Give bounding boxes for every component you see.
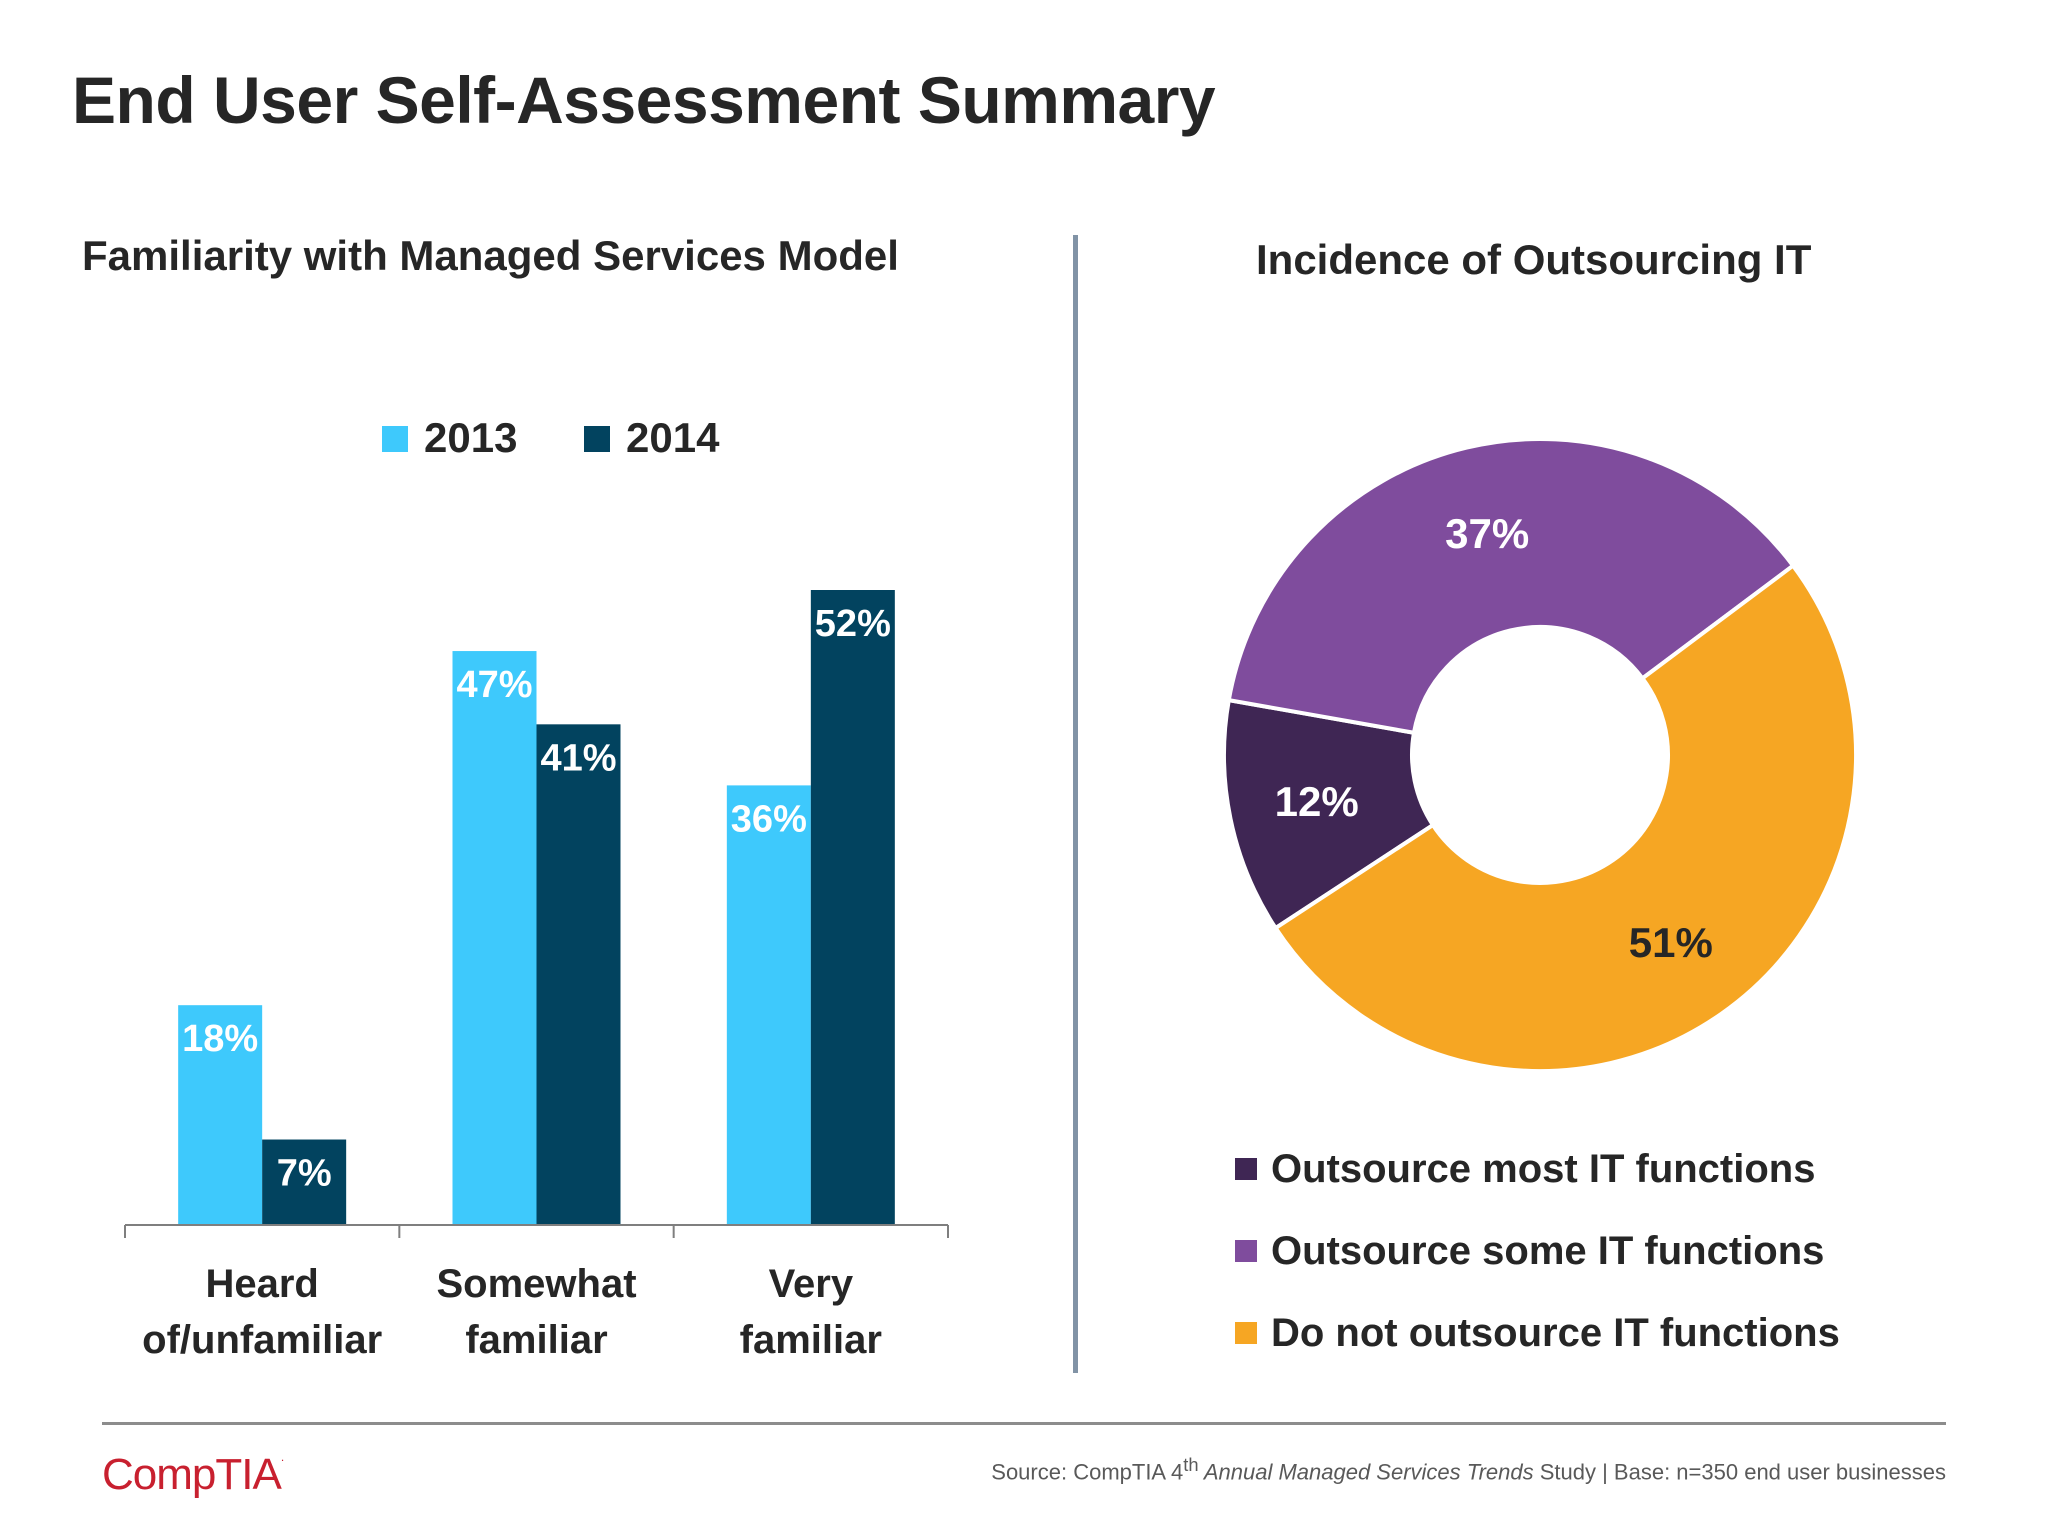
legend-label-outsource-some: Outsource some IT functions	[1271, 1228, 1825, 1273]
bar-value-label-2013-1: 47%	[456, 664, 532, 706]
legend-swatch-do-not-outsource	[1235, 1322, 1257, 1344]
category-label-1: Somewhat familiar	[436, 1262, 636, 1362]
bar-2014-2	[810, 590, 895, 1225]
legend-item-outsource-some: Outsource some IT functions	[1235, 1210, 1840, 1292]
donut-slice-2	[1272, 562, 1858, 1073]
bar-2013-1	[452, 651, 537, 1225]
slide-title: End User Self-Assessment Summary	[72, 63, 1216, 137]
donut-value-label-1: 37%	[1445, 510, 1529, 557]
bar-value-label-2013-0: 18%	[182, 1018, 258, 1060]
source-superscript: th	[1183, 1454, 1199, 1475]
legend-item-do-not-outsource: Do not outsource IT functions	[1235, 1292, 1840, 1374]
bar-2014-1	[536, 724, 621, 1225]
donut-value-label-0: 12%	[1275, 778, 1359, 825]
bar-legend-swatch-2014	[584, 426, 610, 452]
bar-value-label-2014-1: 41%	[540, 737, 616, 779]
donut-chart: 12% 37% 51%	[1222, 437, 1858, 1073]
panel-divider	[1073, 235, 1078, 1373]
legend-label-do-not-outsource: Do not outsource IT functions	[1271, 1310, 1840, 1355]
donut-slice-0	[1222, 697, 1436, 931]
category-label-0: Heard of/unfamiliar	[142, 1262, 382, 1362]
bar-value-label-2013-2: 36%	[731, 798, 807, 840]
source-prefix: Source: CompTIA 4	[991, 1459, 1184, 1485]
bar-2013-2	[726, 785, 811, 1225]
bar-2014-0	[262, 1139, 347, 1225]
legend-swatch-outsource-most	[1235, 1158, 1257, 1180]
comptia-logo: CompTIA.	[102, 1450, 285, 1500]
source-italic: Annual Managed Services Trends	[1198, 1459, 1534, 1485]
bar-2013-0	[178, 1005, 263, 1225]
bar-chart-title: Familiarity with Managed Services Model	[82, 232, 899, 279]
logo-text: CompTIA	[102, 1450, 282, 1499]
logo-mark: .	[280, 1450, 285, 1464]
source-note: Source: CompTIA 4th Annual Managed Servi…	[991, 1454, 1946, 1485]
donut-slice-1	[1226, 437, 1796, 736]
legend-swatch-outsource-some	[1235, 1240, 1257, 1262]
legend-label-outsource-most: Outsource most IT functions	[1271, 1146, 1816, 1191]
legend-item-outsource-most: Outsource most IT functions	[1235, 1128, 1840, 1210]
category-label-2: Very familiar	[740, 1262, 882, 1362]
bar-chart: 2013 2014 18% 7% Heard of/unfamiliar 47%41% Som…	[124, 414, 949, 1362]
footer-rule	[102, 1422, 1946, 1425]
bar-legend-swatch-2013	[382, 426, 408, 452]
donut-value-label-2: 51%	[1629, 919, 1713, 966]
bar-value-label-2014-2: 52%	[815, 603, 891, 645]
donut-legend: Outsource most IT functions Outsource so…	[1235, 1128, 1840, 1374]
bar-value-label-2014-0: 7%	[277, 1153, 332, 1195]
source-suffix: Study | Base: n=350 end user businesses	[1533, 1459, 1946, 1485]
bar-legend-label-2014: 2014	[626, 414, 720, 461]
donut-chart-title: Incidence of Outsourcing IT	[1256, 236, 1812, 283]
bar-legend-label-2013: 2013	[424, 414, 517, 461]
